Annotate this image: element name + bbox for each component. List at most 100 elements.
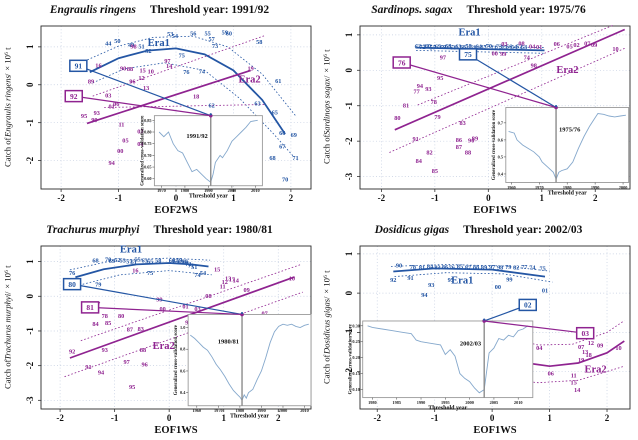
era2-fit-line: [86, 69, 251, 125]
era2-point-label: 94: [98, 369, 105, 376]
era1-point-label: 70: [282, 176, 288, 183]
era-boundary-year: 81: [86, 303, 94, 312]
era2-point-label: 12: [222, 279, 228, 286]
era2-point-label: 88: [127, 66, 133, 73]
leader-line: [78, 65, 211, 117]
inset-y-tick-label: 1.0: [180, 325, 185, 330]
inset-y-tick-label: 0.70: [144, 153, 152, 158]
inset-x-tick-label: 2000: [279, 408, 288, 413]
inset-y-tick-label: 0.60: [144, 176, 152, 181]
era1-point-label: 52: [516, 43, 522, 50]
era1-point-label: 69: [291, 132, 297, 139]
era1-point-label: 68: [92, 258, 98, 265]
era2-point-label: 94: [109, 160, 116, 167]
era1-point-label: 76: [69, 270, 75, 277]
x-tick-label: -2: [57, 193, 65, 203]
era1-point-label: 75: [147, 270, 153, 277]
x-tick-label: 2: [276, 413, 281, 423]
inset-x-tick-label: 1990: [257, 408, 266, 413]
inset-x-tick-label: 2000: [228, 188, 237, 193]
threshold-marker: [209, 113, 212, 116]
era2-label: Era2: [556, 65, 578, 76]
era1-point-label: 90: [396, 263, 402, 270]
era-boundary-year: 92: [70, 92, 78, 101]
era1-point-label: 59: [470, 44, 476, 51]
era1-fit-line: [89, 47, 286, 135]
era1-point-label: 75: [179, 52, 185, 59]
era1-point-label: 79: [505, 264, 511, 271]
era1-point-label: 57: [208, 36, 214, 43]
era2-point-label: 11: [118, 121, 124, 128]
inset-x-tick-label: 1990: [591, 185, 600, 190]
era2-point-label: 10: [612, 46, 618, 53]
era1-point-label: 51: [191, 264, 197, 271]
threshold-year-title: Threshold year: 2002/03: [463, 224, 583, 236]
era1-label: Era1: [120, 245, 142, 256]
threshold-label: 1975/76: [559, 126, 581, 133]
era2-point-label: 90: [120, 65, 126, 72]
era2-point-label: 92: [69, 349, 75, 356]
era2-point-label: 79: [434, 114, 440, 121]
era1-point-label: 65: [272, 109, 278, 116]
era2-point-label: 87: [456, 144, 462, 151]
x-tick-label: 1: [547, 413, 552, 423]
era2-point-label: 19: [248, 65, 254, 72]
era1-point-label: 71: [491, 44, 497, 51]
era2-point-label: 78: [431, 99, 437, 106]
inset-y-tick-label: 0.65: [144, 165, 152, 170]
era1-point-label: 68: [269, 155, 275, 162]
era2-ci-lower: [504, 365, 625, 384]
inset-x-tick-label: 2010: [514, 400, 523, 405]
inset-y-tick-label: 0.8: [180, 347, 185, 352]
era2-point-label: 00: [159, 306, 165, 313]
era1-point-label: 81: [419, 265, 425, 272]
era2-point-label: 00: [117, 148, 123, 155]
era2-point-label: 85: [432, 168, 438, 175]
era2-point-label: 01: [536, 44, 542, 51]
era2-point-label: 99: [500, 51, 506, 58]
era2-point-label: 93: [94, 110, 100, 117]
era1-ci-lower: [79, 270, 212, 286]
era1-point-label: 94: [421, 292, 428, 299]
inset-y-tick-label: 0.10: [352, 387, 360, 392]
era1-point-label: 54: [511, 44, 518, 51]
era2-point-label: 95: [437, 75, 443, 82]
x-tick-label: 2: [289, 193, 294, 203]
era1-point-label: 62: [178, 259, 184, 266]
species-name: Dosidicus gigas: [374, 224, 450, 236]
inset-x-tick-label: 1970: [535, 185, 544, 190]
panel-title: Sardinops. sagax Threshold year: 1975/76: [319, 0, 638, 21]
era1-point-label: 74: [194, 272, 201, 279]
era2-point-label: 98: [531, 62, 537, 69]
era2-point-label: 06: [554, 41, 560, 48]
inset-x-tick-label: 2010: [300, 408, 309, 413]
leader-line: [467, 53, 557, 109]
era1-fit-line: [75, 262, 209, 279]
inset-x-tick-label: 1985: [392, 400, 401, 405]
era2-point-label: 18: [193, 93, 199, 100]
inset-plot-box: [187, 314, 312, 407]
y-tick-label: 0: [344, 68, 354, 73]
era2-point-label: 84: [416, 158, 423, 165]
era2-point-label: 08: [205, 293, 211, 300]
inset-x-tick-label: 1995: [441, 400, 450, 405]
species-name: Sardinops. sagax: [371, 4, 453, 16]
x-tick-label: 1: [231, 193, 236, 203]
era2-point-label: 07: [261, 310, 267, 317]
inset-x-tick-label: 1980: [181, 188, 190, 193]
y-tick-label: -1: [25, 327, 35, 335]
era2-point-label: 15: [214, 266, 220, 273]
era1-point-label: 62: [415, 43, 421, 50]
inset-y-tick-label: 0.85: [144, 118, 152, 123]
inset-x-tick-label: 1980: [563, 185, 572, 190]
era2-point-label: 14: [233, 277, 240, 284]
y-tick-label: -2: [25, 156, 35, 164]
era1-point-label: 00: [495, 284, 501, 291]
x-axis-label: EOF1WS: [473, 425, 516, 436]
era2-point-label: 93: [425, 86, 431, 93]
era2-point-label: 83: [460, 120, 466, 127]
x-tick-label: 0: [167, 413, 172, 423]
era-boundary-box: [69, 59, 88, 73]
era2-point-label: 10: [289, 276, 295, 283]
